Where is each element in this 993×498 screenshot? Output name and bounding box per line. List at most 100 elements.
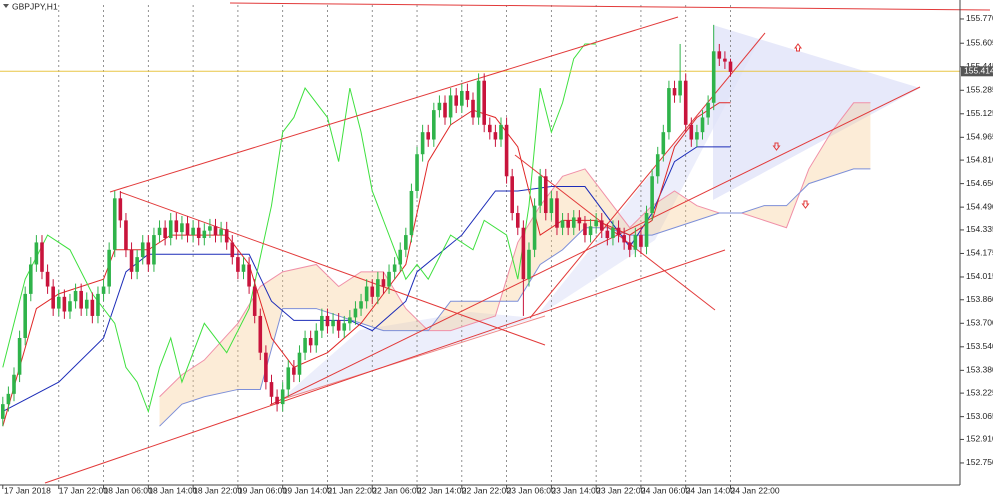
candle-body	[432, 110, 436, 140]
trend-line	[529, 32, 766, 319]
x-tick-label: 21 Jan 22:00	[327, 485, 376, 495]
y-tick-label: 155.445	[966, 61, 993, 71]
y-tick-label: 152.910	[966, 434, 993, 444]
chart-title: GBPJPY,H1	[12, 1, 58, 11]
candle-body	[320, 315, 324, 331]
x-tick-label: 23 Jan 14:00	[551, 485, 600, 495]
candle-body	[723, 58, 727, 62]
candle-body	[404, 235, 408, 250]
candle-body	[611, 227, 615, 239]
candle-body	[476, 80, 481, 118]
candle-body	[532, 205, 537, 250]
candle-body	[454, 95, 459, 106]
candle-body	[157, 227, 162, 236]
candle-body	[650, 176, 654, 214]
candle-body	[303, 337, 307, 353]
y-tick-label: 153.225	[966, 387, 993, 397]
candle-body	[51, 286, 55, 309]
x-tick-label: 24 Jan 06:00	[641, 485, 690, 495]
candle-body	[191, 227, 195, 236]
x-tick-label: 22 Jan 14:00	[417, 485, 466, 495]
candle-body	[678, 80, 682, 96]
candle-body	[706, 102, 710, 118]
x-tick-label: 18 Jan 06:00	[104, 485, 153, 495]
y-tick-label: 153.380	[966, 365, 993, 375]
candle-body	[292, 367, 296, 375]
candle-body	[460, 91, 464, 106]
candle-body	[661, 132, 666, 155]
candle-body	[504, 124, 509, 177]
candle-body	[168, 220, 173, 239]
triangle-shade	[713, 25, 920, 200]
y-tick-label: 153.065	[966, 411, 993, 421]
candle-body	[599, 220, 604, 231]
x-tick-label: 17 Jan 22:00	[59, 485, 108, 495]
candle-body	[605, 230, 610, 239]
x-tick-label: 22 Jan 06:00	[372, 485, 421, 495]
candle-body	[667, 88, 671, 133]
candle-body	[96, 293, 100, 316]
candle-body	[252, 286, 257, 316]
candle-body	[146, 242, 151, 265]
candle-body	[219, 229, 223, 236]
candle-body	[286, 367, 291, 390]
candle-body	[420, 132, 425, 155]
candle-body	[314, 330, 319, 346]
trend-line	[229, 2, 991, 11]
x-tick-label: 19 Jan 14:00	[283, 485, 332, 495]
candle-body	[571, 217, 576, 228]
candle-body	[622, 235, 626, 243]
down-arrow	[772, 142, 781, 151]
symbol-icon	[3, 4, 9, 8]
candle-body	[79, 290, 83, 309]
candle-body	[555, 198, 559, 228]
candle-body	[683, 80, 688, 125]
candle-body	[633, 235, 638, 250]
candle-body	[202, 230, 207, 239]
candle-body	[392, 264, 397, 272]
y-tick-label: 154.490	[966, 201, 993, 211]
candle-body	[275, 396, 279, 405]
y-tick-label: 154.810	[966, 154, 993, 164]
x-tick-label: 22 Jan 22:00	[462, 485, 511, 495]
candle-body	[359, 301, 363, 309]
x-tick-label: 23 Jan 22:00	[596, 485, 645, 495]
candle-body	[196, 227, 201, 239]
candle-body	[594, 220, 598, 227]
down-arrow	[801, 200, 810, 209]
candle-body	[499, 124, 503, 140]
candle-body	[129, 249, 134, 272]
candle-body	[387, 271, 391, 287]
candle-body	[644, 213, 649, 247]
trend-line	[514, 154, 716, 311]
candle-body	[370, 286, 375, 297]
candle-body	[208, 226, 212, 231]
candle-body	[112, 198, 117, 250]
candle-body	[180, 223, 184, 233]
y-tick-label: 153.860	[966, 294, 993, 304]
candle-body	[583, 223, 587, 236]
candle-body	[415, 154, 419, 191]
candle-body	[0, 404, 5, 419]
candle-body	[331, 320, 335, 327]
x-tick-label: 24 Jan 14:00	[686, 485, 735, 495]
candle-body	[118, 198, 123, 221]
candle-body	[264, 352, 268, 383]
y-tick-label: 155.125	[966, 108, 993, 118]
trend-line	[119, 191, 546, 346]
candle-body	[482, 80, 486, 125]
candle-body	[510, 176, 514, 214]
current-price-label: 155.414	[964, 66, 993, 76]
candle-body	[711, 51, 716, 103]
candle-body	[73, 290, 78, 302]
grid	[58, 5, 731, 485]
x-tick-label: 19 Jan 06:00	[238, 485, 287, 495]
candle-body	[174, 220, 179, 233]
indicator-line	[2, 43, 597, 414]
candle-body	[465, 91, 470, 100]
candle-body	[163, 227, 167, 239]
candle-body	[487, 124, 492, 133]
candle-body	[627, 242, 632, 250]
